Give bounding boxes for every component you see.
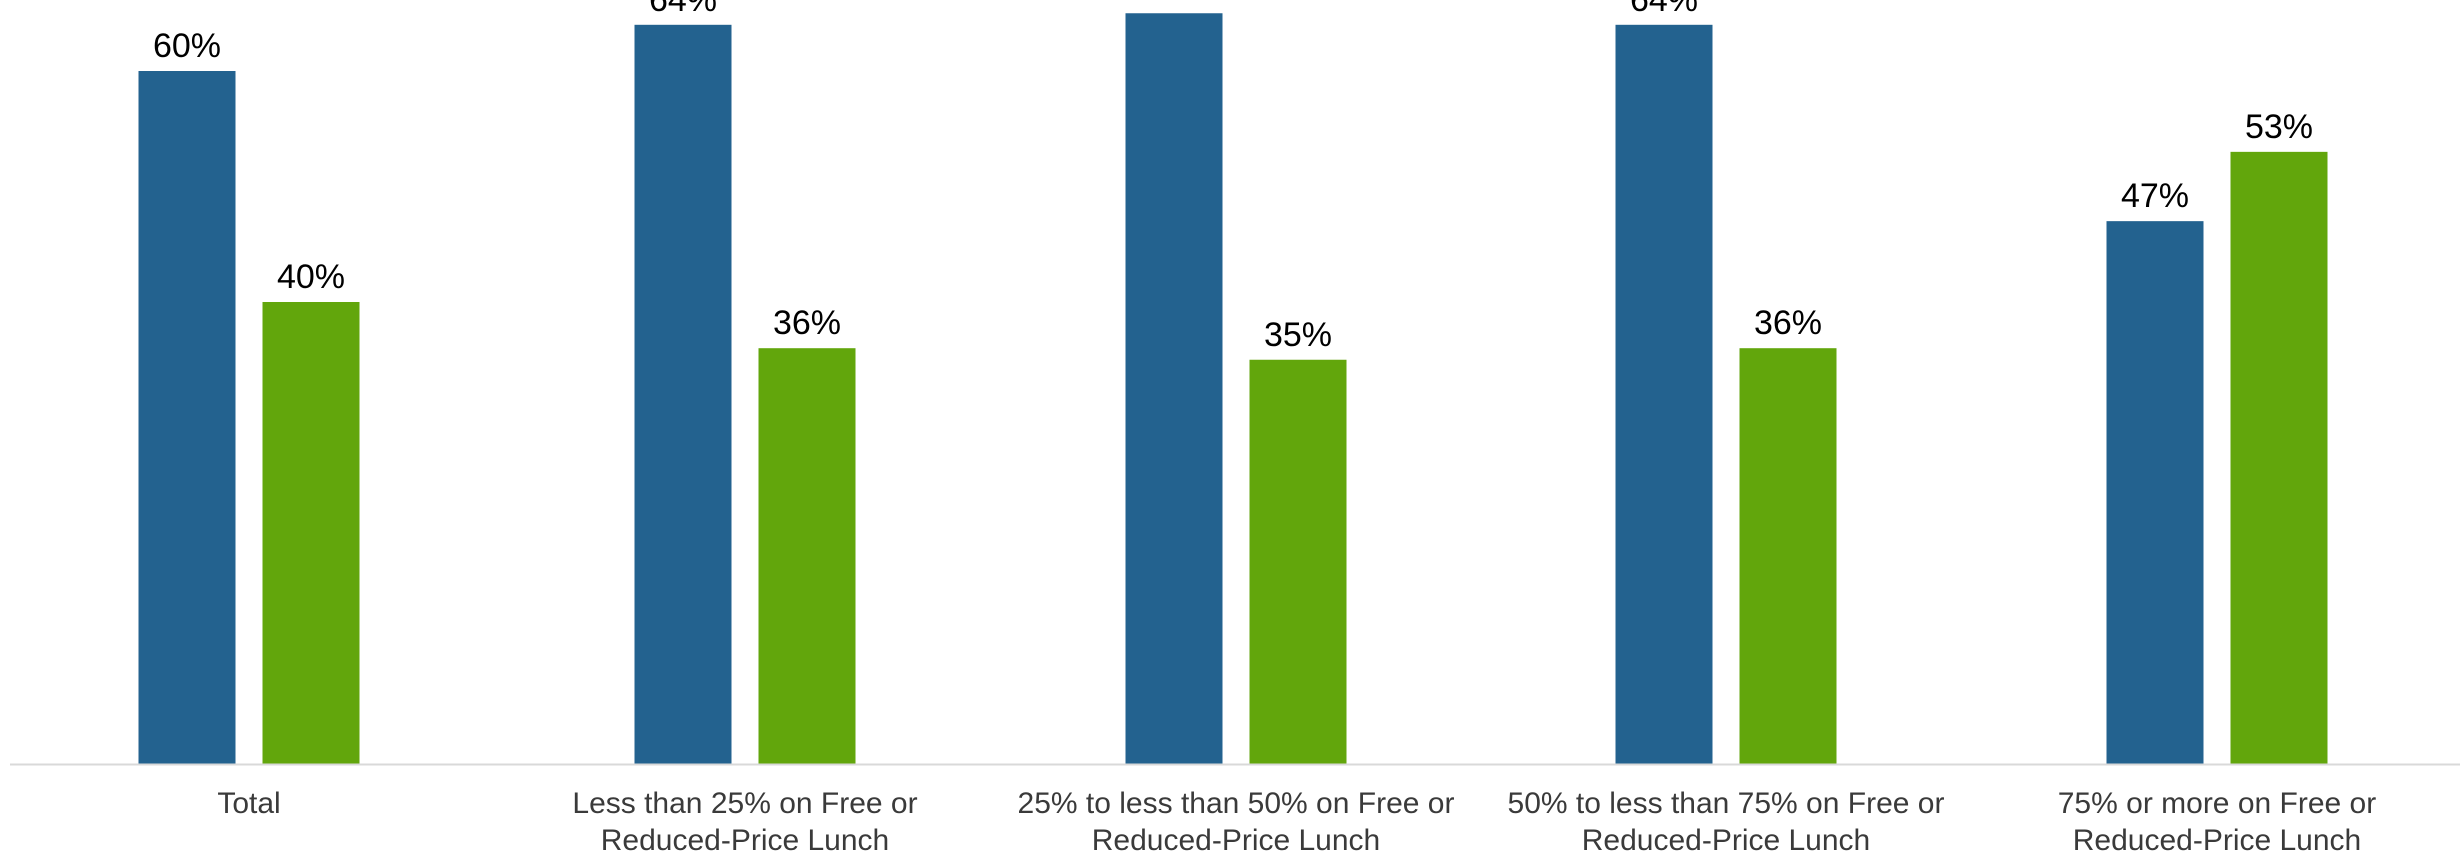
bar-series2-cat2 (758, 348, 856, 764)
category-label-line: Reduced-Price Lunch (601, 824, 890, 854)
data-label-series1-cat2: 64% (649, 0, 717, 19)
data-label-series1-cat1: 60% (153, 27, 221, 65)
data-label-series2-cat2: 36% (773, 304, 841, 342)
bar-series1-cat4 (1615, 24, 1713, 765)
category-label-line: Less than 25% on Free or (572, 787, 917, 820)
bar-series2-cat1 (262, 302, 360, 764)
bar-series1-cat2 (634, 24, 732, 765)
bar-series2-cat5 (2230, 151, 2328, 765)
data-label-series2-cat5: 53% (2245, 108, 2313, 146)
category-label-5: 75% or more on Free or Reduced-Price Lunc… (2058, 787, 2376, 854)
data-label-series2-cat3: 35% (1264, 316, 1332, 354)
bar-series2-cat3 (1249, 359, 1347, 764)
category-label-line: 75% or more on Free or (2058, 787, 2376, 820)
bar-series1-cat5 (2106, 221, 2204, 764)
bar-series1-cat3 (1125, 13, 1223, 764)
category-label-line: 25% to less than 50% on Free or (1018, 787, 1455, 820)
data-label-series2-cat1: 40% (277, 258, 345, 296)
category-label-line: Reduced-Price Lunch (1582, 824, 1871, 854)
category-label-3: 25% to less than 50% on Free or Reduced-P… (1018, 787, 1455, 854)
data-label-series1-cat5: 47% (2121, 177, 2189, 215)
bar-series1-cat1 (138, 71, 236, 764)
category-label-line: Reduced-Price Lunch (2073, 824, 2362, 854)
bar-series2-cat4 (1739, 348, 1837, 764)
data-label-series2-cat4: 36% (1754, 304, 1822, 342)
category-label-4: 50% to less than 75% on Free or Reduced-P… (1508, 787, 1945, 854)
category-label-1: Total (217, 787, 280, 820)
category-label-2: Less than 25% on Free or Reduced-Price Lu… (572, 787, 917, 854)
data-label-series1-cat3: 65% (1140, 0, 1208, 7)
category-label-line: Total (217, 787, 280, 820)
category-label-line: 50% to less than 75% on Free or (1508, 787, 1945, 820)
category-label-line: Reduced-Price Lunch (1092, 824, 1381, 854)
data-label-series1-cat4: 64% (1630, 0, 1698, 19)
